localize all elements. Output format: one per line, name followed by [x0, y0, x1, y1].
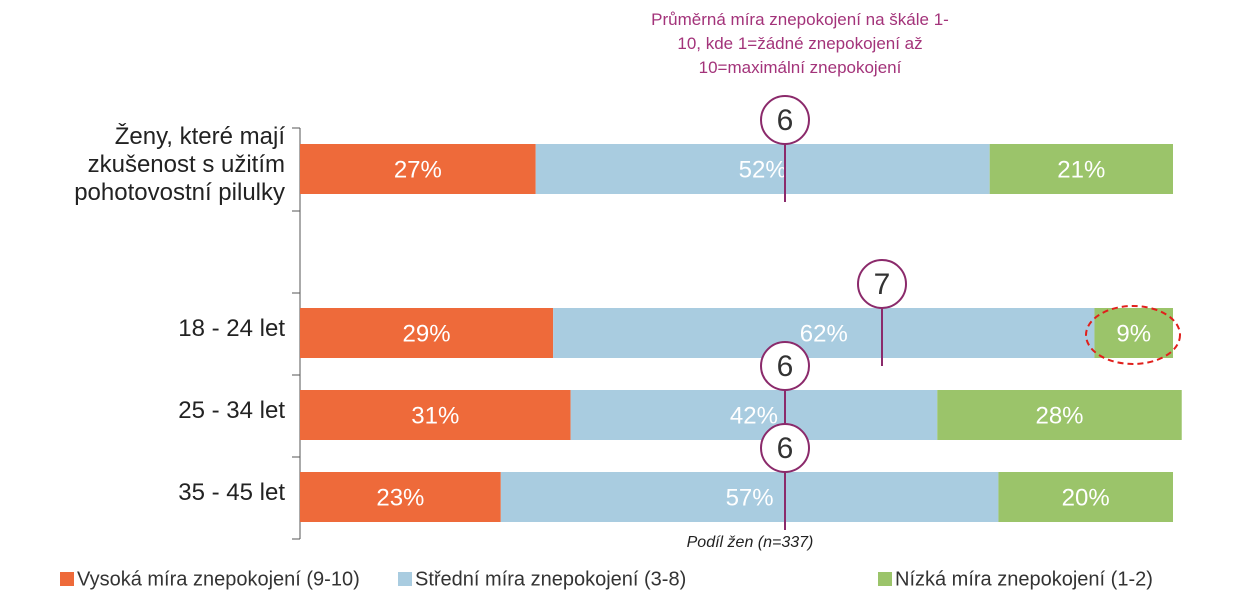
legend-swatch — [878, 572, 892, 586]
y-tick-label: Ženy, které mají zkušenost s užitím poho… — [74, 123, 285, 206]
data-label: 62% — [800, 320, 848, 347]
data-label: 9% — [1116, 320, 1151, 347]
legend-label: Střední míra znepokojení (3-8) — [415, 568, 686, 590]
data-label: 42% — [730, 402, 778, 429]
bar-segment — [570, 390, 938, 440]
bar-segment — [989, 144, 1173, 194]
legend-label: Nízká míra znepokojení (1-2) — [895, 568, 1153, 590]
highlight — [1085, 305, 1181, 365]
bar-segment — [937, 390, 1182, 440]
mean-marker — [857, 259, 907, 309]
y-tick-label: 35 - 45 let — [178, 479, 285, 506]
mean-label: 6 — [777, 350, 794, 383]
bar-segment — [300, 308, 554, 358]
bar-segment — [535, 144, 990, 194]
annotation: Průměrná míra znepokojení na škále 1-10,… — [651, 10, 949, 77]
bar-segment — [1094, 308, 1173, 358]
bar-segment — [300, 144, 536, 194]
data-label: 57% — [726, 484, 774, 511]
data-label: 29% — [403, 320, 451, 347]
mean-label: 6 — [777, 432, 794, 465]
x-axis-label: Podíl žen (n=337) — [686, 534, 814, 551]
data-label: 27% — [394, 156, 442, 183]
bar-segment — [300, 390, 571, 440]
bar-segment — [500, 472, 999, 522]
mean-marker — [760, 95, 810, 145]
legend-swatch — [398, 572, 412, 586]
legend-swatch — [60, 572, 74, 586]
data-label: 23% — [376, 484, 424, 511]
mean-label: 7 — [874, 268, 891, 301]
data-label: 31% — [411, 402, 459, 429]
bar-segment — [300, 472, 501, 522]
legend-label: Vysoká míra znepokojení (9-10) — [77, 568, 360, 590]
data-label: 28% — [1035, 402, 1083, 429]
mean-marker — [760, 341, 810, 391]
mean-label: 6 — [777, 104, 794, 137]
data-label: 20% — [1062, 484, 1110, 511]
data-label: 21% — [1057, 156, 1105, 183]
data-label: 52% — [739, 156, 787, 183]
bar-segment — [553, 308, 1095, 358]
category-ticks — [292, 127, 300, 540]
bar-segment — [998, 472, 1173, 522]
y-tick-label: 18 - 24 let — [178, 315, 285, 342]
y-tick-label: 25 - 34 let — [178, 397, 285, 424]
mean-marker — [760, 423, 810, 473]
